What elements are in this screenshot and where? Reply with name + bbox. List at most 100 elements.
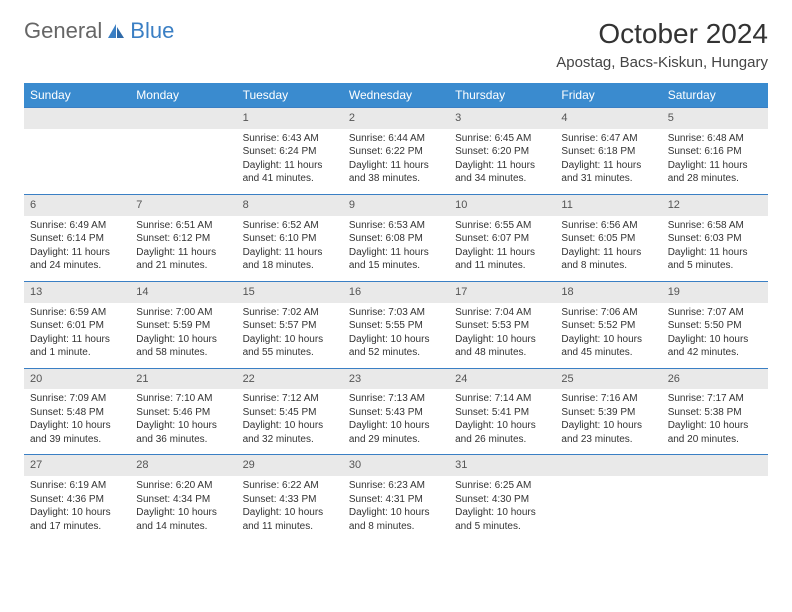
daylight-text: Daylight: 10 hours and 42 minutes. [668, 333, 762, 360]
daylight-text: Daylight: 11 hours and 5 minutes. [668, 246, 762, 273]
day-body: Sunrise: 6:47 AMSunset: 6:18 PMDaylight:… [555, 129, 661, 194]
day-number: 31 [449, 455, 555, 476]
day-body: Sunrise: 6:59 AMSunset: 6:01 PMDaylight:… [24, 303, 130, 368]
calendar-day-cell: 10Sunrise: 6:55 AMSunset: 6:07 PMDayligh… [449, 194, 555, 281]
day-body: Sunrise: 7:02 AMSunset: 5:57 PMDaylight:… [237, 303, 343, 368]
sunset-text: Sunset: 4:33 PM [243, 493, 337, 507]
sunrise-text: Sunrise: 6:23 AM [349, 479, 443, 493]
sunset-text: Sunset: 6:20 PM [455, 145, 549, 159]
day-number: 10 [449, 195, 555, 216]
calendar-day-cell: 19Sunrise: 7:07 AMSunset: 5:50 PMDayligh… [662, 281, 768, 368]
daylight-text: Daylight: 11 hours and 24 minutes. [30, 246, 124, 273]
daylight-text: Daylight: 11 hours and 28 minutes. [668, 159, 762, 186]
day-number: 13 [24, 282, 130, 303]
sunrise-text: Sunrise: 7:04 AM [455, 306, 549, 320]
sunrise-text: Sunrise: 6:20 AM [136, 479, 230, 493]
calendar-day-cell: 18Sunrise: 7:06 AMSunset: 5:52 PMDayligh… [555, 281, 661, 368]
sunset-text: Sunset: 5:57 PM [243, 319, 337, 333]
sunset-text: Sunset: 6:24 PM [243, 145, 337, 159]
sunset-text: Sunset: 6:05 PM [561, 232, 655, 246]
calendar-day-cell: 20Sunrise: 7:09 AMSunset: 5:48 PMDayligh… [24, 368, 130, 455]
day-number: 17 [449, 282, 555, 303]
sunrise-text: Sunrise: 7:10 AM [136, 392, 230, 406]
day-number: 1 [237, 108, 343, 129]
day-number [130, 108, 236, 129]
weekday-header: Monday [130, 83, 236, 108]
calendar-week-row: 27Sunrise: 6:19 AMSunset: 4:36 PMDayligh… [24, 455, 768, 541]
daylight-text: Daylight: 11 hours and 11 minutes. [455, 246, 549, 273]
calendar-day-cell: 24Sunrise: 7:14 AMSunset: 5:41 PMDayligh… [449, 368, 555, 455]
calendar-table: Sunday Monday Tuesday Wednesday Thursday… [24, 83, 768, 541]
sunrise-text: Sunrise: 7:06 AM [561, 306, 655, 320]
sunrise-text: Sunrise: 6:58 AM [668, 219, 762, 233]
day-body: Sunrise: 7:00 AMSunset: 5:59 PMDaylight:… [130, 303, 236, 368]
daylight-text: Daylight: 11 hours and 31 minutes. [561, 159, 655, 186]
day-number: 22 [237, 369, 343, 390]
day-body: Sunrise: 6:19 AMSunset: 4:36 PMDaylight:… [24, 476, 130, 541]
weekday-header-row: Sunday Monday Tuesday Wednesday Thursday… [24, 83, 768, 108]
calendar-day-cell: 6Sunrise: 6:49 AMSunset: 6:14 PMDaylight… [24, 194, 130, 281]
day-body: Sunrise: 6:51 AMSunset: 6:12 PMDaylight:… [130, 216, 236, 281]
day-body: Sunrise: 6:22 AMSunset: 4:33 PMDaylight:… [237, 476, 343, 541]
daylight-text: Daylight: 11 hours and 21 minutes. [136, 246, 230, 273]
logo: General Blue [24, 18, 174, 44]
daylight-text: Daylight: 10 hours and 11 minutes. [243, 506, 337, 533]
calendar-day-cell: 22Sunrise: 7:12 AMSunset: 5:45 PMDayligh… [237, 368, 343, 455]
day-number [662, 455, 768, 476]
calendar-day-cell: 21Sunrise: 7:10 AMSunset: 5:46 PMDayligh… [130, 368, 236, 455]
day-body: Sunrise: 7:03 AMSunset: 5:55 PMDaylight:… [343, 303, 449, 368]
day-body: Sunrise: 6:53 AMSunset: 6:08 PMDaylight:… [343, 216, 449, 281]
daylight-text: Daylight: 10 hours and 23 minutes. [561, 419, 655, 446]
calendar-day-cell: 23Sunrise: 7:13 AMSunset: 5:43 PMDayligh… [343, 368, 449, 455]
daylight-text: Daylight: 11 hours and 8 minutes. [561, 246, 655, 273]
daylight-text: Daylight: 11 hours and 1 minute. [30, 333, 124, 360]
day-number: 6 [24, 195, 130, 216]
sunrise-text: Sunrise: 6:53 AM [349, 219, 443, 233]
day-body: Sunrise: 7:10 AMSunset: 5:46 PMDaylight:… [130, 389, 236, 454]
calendar-day-cell [555, 455, 661, 541]
day-number [24, 108, 130, 129]
calendar-week-row: 1Sunrise: 6:43 AMSunset: 6:24 PMDaylight… [24, 108, 768, 195]
daylight-text: Daylight: 10 hours and 29 minutes. [349, 419, 443, 446]
daylight-text: Daylight: 11 hours and 38 minutes. [349, 159, 443, 186]
daylight-text: Daylight: 10 hours and 14 minutes. [136, 506, 230, 533]
header: General Blue October 2024 Apostag, Bacs-… [24, 18, 768, 71]
sunset-text: Sunset: 4:36 PM [30, 493, 124, 507]
weekday-header: Saturday [662, 83, 768, 108]
day-number [555, 455, 661, 476]
daylight-text: Daylight: 10 hours and 48 minutes. [455, 333, 549, 360]
calendar-day-cell: 5Sunrise: 6:48 AMSunset: 6:16 PMDaylight… [662, 108, 768, 195]
calendar-day-cell: 26Sunrise: 7:17 AMSunset: 5:38 PMDayligh… [662, 368, 768, 455]
sunrise-text: Sunrise: 7:00 AM [136, 306, 230, 320]
sunset-text: Sunset: 5:46 PM [136, 406, 230, 420]
sunset-text: Sunset: 6:10 PM [243, 232, 337, 246]
calendar-day-cell [24, 108, 130, 195]
day-number: 9 [343, 195, 449, 216]
day-body: Sunrise: 6:25 AMSunset: 4:30 PMDaylight:… [449, 476, 555, 541]
day-number: 25 [555, 369, 661, 390]
day-number: 24 [449, 369, 555, 390]
weekday-header: Wednesday [343, 83, 449, 108]
sunset-text: Sunset: 5:43 PM [349, 406, 443, 420]
calendar-day-cell: 4Sunrise: 6:47 AMSunset: 6:18 PMDaylight… [555, 108, 661, 195]
day-body [130, 129, 236, 177]
logo-word-blue: Blue [130, 18, 174, 44]
daylight-text: Daylight: 10 hours and 36 minutes. [136, 419, 230, 446]
calendar-day-cell: 14Sunrise: 7:00 AMSunset: 5:59 PMDayligh… [130, 281, 236, 368]
sunrise-text: Sunrise: 6:47 AM [561, 132, 655, 146]
day-body: Sunrise: 6:58 AMSunset: 6:03 PMDaylight:… [662, 216, 768, 281]
daylight-text: Daylight: 10 hours and 17 minutes. [30, 506, 124, 533]
sunset-text: Sunset: 5:48 PM [30, 406, 124, 420]
day-number: 21 [130, 369, 236, 390]
sunrise-text: Sunrise: 6:49 AM [30, 219, 124, 233]
calendar-day-cell: 1Sunrise: 6:43 AMSunset: 6:24 PMDaylight… [237, 108, 343, 195]
sunset-text: Sunset: 5:41 PM [455, 406, 549, 420]
sunset-text: Sunset: 6:08 PM [349, 232, 443, 246]
sunrise-text: Sunrise: 6:22 AM [243, 479, 337, 493]
calendar-day-cell: 25Sunrise: 7:16 AMSunset: 5:39 PMDayligh… [555, 368, 661, 455]
calendar-day-cell [130, 108, 236, 195]
daylight-text: Daylight: 10 hours and 45 minutes. [561, 333, 655, 360]
sunrise-text: Sunrise: 7:17 AM [668, 392, 762, 406]
day-number: 27 [24, 455, 130, 476]
day-number: 2 [343, 108, 449, 129]
